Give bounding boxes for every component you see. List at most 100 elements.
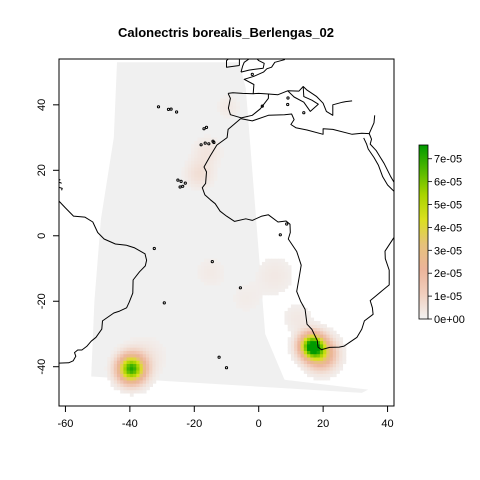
density-cell bbox=[194, 157, 199, 162]
plot-frame bbox=[58, 58, 395, 407]
density-cell bbox=[303, 369, 308, 374]
density-cell bbox=[316, 337, 321, 342]
density-cell bbox=[207, 265, 211, 270]
density-cell bbox=[142, 376, 147, 381]
density-cell bbox=[290, 356, 295, 361]
density-cell bbox=[303, 363, 308, 368]
density-cell bbox=[255, 275, 260, 279]
density-cell bbox=[261, 281, 266, 286]
density-cell bbox=[116, 356, 121, 361]
density-cell bbox=[216, 147, 221, 152]
density-cell bbox=[139, 366, 144, 371]
x-tick-label: 0 bbox=[256, 418, 262, 430]
density-cell bbox=[129, 392, 134, 397]
density-cell bbox=[207, 153, 211, 158]
density-cell bbox=[226, 108, 231, 112]
density-cell bbox=[145, 363, 150, 368]
density-cell bbox=[313, 320, 318, 325]
density-cell bbox=[155, 350, 160, 355]
density-cell bbox=[329, 373, 334, 378]
density-cell bbox=[297, 353, 302, 358]
density-cell bbox=[126, 356, 131, 361]
density-cell bbox=[319, 330, 324, 335]
density-cell bbox=[129, 340, 134, 345]
density-cell bbox=[194, 170, 199, 175]
density-cell bbox=[136, 350, 141, 355]
density-cell bbox=[149, 373, 154, 378]
density-cell bbox=[261, 265, 266, 270]
density-cell bbox=[310, 317, 315, 322]
density-cell bbox=[210, 170, 215, 175]
density-cell bbox=[239, 288, 244, 293]
density-cell bbox=[284, 261, 289, 266]
density-cell bbox=[290, 311, 295, 315]
density-cell bbox=[287, 320, 292, 325]
density-cell bbox=[203, 170, 208, 175]
density-cell bbox=[297, 343, 302, 348]
density-cell bbox=[323, 327, 327, 332]
density-cell bbox=[194, 150, 199, 155]
island-outline bbox=[199, 143, 203, 147]
density-cell bbox=[120, 383, 125, 387]
density-cell bbox=[213, 268, 218, 273]
density-cell bbox=[326, 340, 331, 345]
density-cell bbox=[319, 356, 324, 361]
density-cell bbox=[142, 369, 147, 374]
density-cell bbox=[242, 307, 247, 312]
density-cell bbox=[332, 337, 337, 342]
density-cell bbox=[313, 347, 318, 351]
density-cell bbox=[316, 350, 321, 355]
density-cell bbox=[329, 337, 334, 342]
density-cell bbox=[155, 373, 160, 378]
density-cell bbox=[294, 337, 298, 342]
density-cell bbox=[120, 389, 125, 394]
density-cell bbox=[223, 95, 228, 99]
density-cell bbox=[149, 340, 154, 345]
density-cell bbox=[120, 363, 125, 368]
density-cell bbox=[232, 111, 237, 116]
density-cell bbox=[336, 347, 340, 351]
density-cell bbox=[278, 288, 282, 293]
y-tick-label: 0 bbox=[36, 233, 48, 239]
density-cell bbox=[303, 343, 308, 348]
density-cell bbox=[310, 366, 315, 371]
density-cell bbox=[123, 369, 128, 374]
density-cell bbox=[313, 350, 318, 355]
density-cell bbox=[300, 360, 305, 365]
density-cell bbox=[213, 140, 218, 145]
density-cell bbox=[197, 183, 202, 188]
density-cell bbox=[126, 373, 131, 378]
density-cell bbox=[203, 183, 208, 188]
density-cell bbox=[129, 379, 134, 384]
density-cell bbox=[113, 347, 118, 351]
density-cell bbox=[120, 343, 125, 348]
density-cell bbox=[123, 360, 128, 365]
density-cell bbox=[310, 350, 315, 355]
density-cell bbox=[323, 376, 327, 381]
density-cell bbox=[133, 369, 137, 374]
density-cell bbox=[145, 340, 150, 345]
density-cell bbox=[126, 383, 131, 387]
density-cell bbox=[133, 353, 137, 358]
density-cell bbox=[229, 98, 234, 103]
density-cell bbox=[236, 288, 240, 293]
x-tick-label: -20 bbox=[186, 418, 202, 430]
density-cell bbox=[226, 101, 231, 106]
density-cell bbox=[113, 386, 118, 391]
density-cell bbox=[316, 373, 321, 378]
density-cell bbox=[113, 350, 118, 355]
density-cell bbox=[329, 340, 334, 345]
density-cell bbox=[249, 284, 253, 289]
density-cell bbox=[207, 144, 211, 148]
density-cell bbox=[329, 330, 334, 335]
density-cell bbox=[271, 284, 276, 289]
density-cell bbox=[200, 147, 205, 152]
density-cell bbox=[207, 261, 211, 266]
density-cell bbox=[232, 104, 237, 109]
density-cell bbox=[287, 271, 292, 276]
density-cell bbox=[245, 291, 250, 296]
density-cell bbox=[142, 389, 147, 394]
density-cell bbox=[194, 173, 199, 178]
density-cell bbox=[158, 356, 163, 361]
density-cell bbox=[274, 291, 279, 296]
